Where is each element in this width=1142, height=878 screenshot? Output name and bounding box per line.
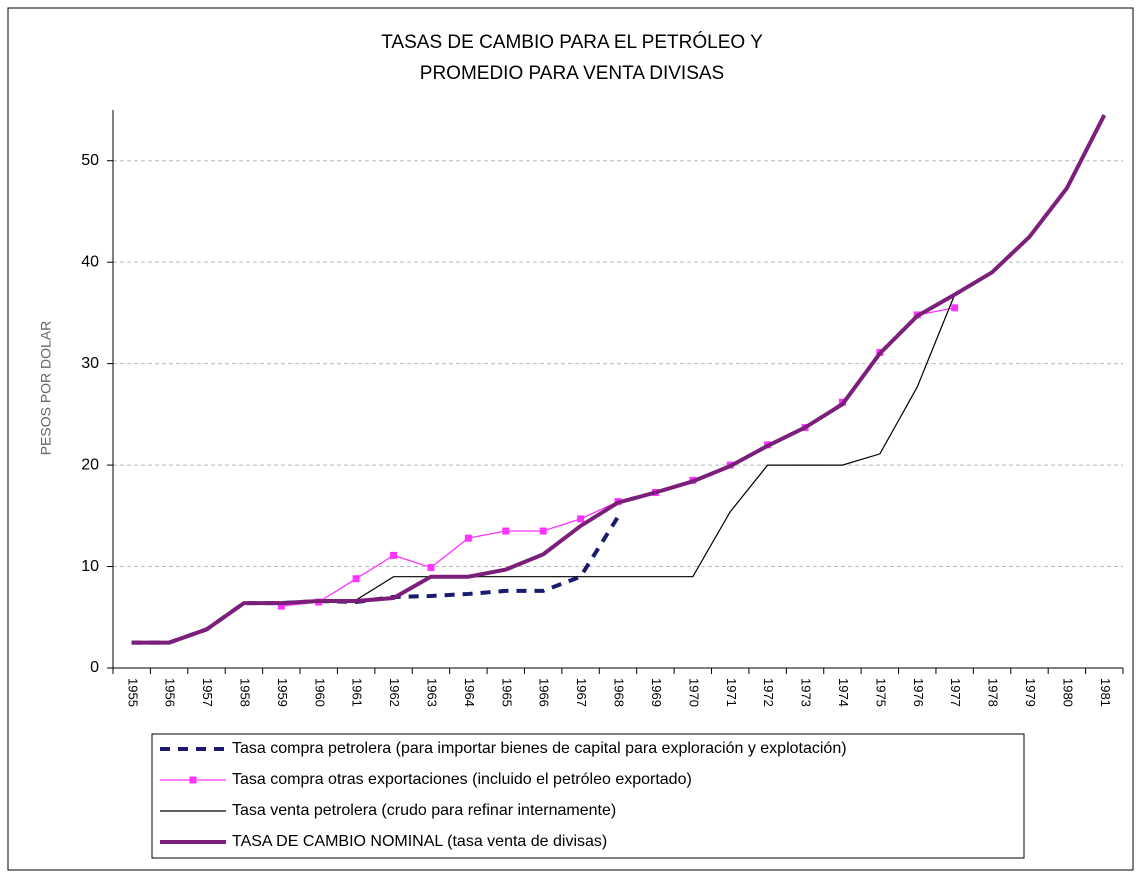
y-tick-label: 0 xyxy=(90,659,99,676)
x-tick-label: 1955 xyxy=(125,678,140,707)
x-tick-label: 1957 xyxy=(200,678,215,707)
x-tick-label: 1973 xyxy=(799,678,814,707)
y-tick-label: 40 xyxy=(81,253,99,270)
series-line xyxy=(131,114,1107,645)
x-tick-label: 1959 xyxy=(275,678,290,707)
y-tick-label: 30 xyxy=(81,355,99,372)
x-tick-label: 1960 xyxy=(312,678,327,707)
point-marker xyxy=(577,515,585,523)
legend xyxy=(151,733,1025,859)
point-marker xyxy=(502,527,510,535)
point-marker xyxy=(352,575,360,583)
chart-title: TASAS DE CAMBIO PARA EL PETRÓLEO Y xyxy=(381,31,763,53)
chart-title: PROMEDIO PARA VENTA DIVISAS xyxy=(420,63,724,84)
y-tick-label: 10 xyxy=(81,558,99,575)
point-marker xyxy=(951,304,959,312)
x-tick-label: 1962 xyxy=(387,678,402,707)
x-tick-label: 1974 xyxy=(836,678,851,707)
x-tick-label: 1963 xyxy=(425,678,440,707)
x-tick-label: 1980 xyxy=(1060,678,1075,707)
point-marker xyxy=(539,527,547,535)
x-tick-label: 1965 xyxy=(499,678,514,707)
y-axis-label: PESOS POR DOLAR xyxy=(38,321,54,456)
x-tick-label: 1967 xyxy=(574,678,589,707)
x-tick-label: 1966 xyxy=(537,678,552,707)
y-tick-label: 50 xyxy=(81,152,99,169)
x-tick-label: 1968 xyxy=(612,678,627,707)
x-tick-label: 1958 xyxy=(237,678,252,707)
point-marker xyxy=(390,551,398,559)
x-tick-label: 1970 xyxy=(686,678,701,707)
x-tick-label: 1964 xyxy=(462,678,477,707)
y-tick-label: 20 xyxy=(81,456,99,473)
x-tick-label: 1976 xyxy=(911,678,926,707)
x-tick-label: 1977 xyxy=(948,678,963,707)
x-tick-label: 1969 xyxy=(649,678,664,707)
x-tick-label: 1975 xyxy=(873,678,888,707)
legend-marker xyxy=(189,776,197,784)
x-tick-label: 1981 xyxy=(1098,678,1113,707)
x-tick-label: 1978 xyxy=(986,678,1001,707)
x-tick-label: 1961 xyxy=(350,678,365,707)
x-tick-label: 1979 xyxy=(1023,678,1038,707)
point-marker xyxy=(427,564,435,572)
x-tick-label: 1971 xyxy=(724,678,739,707)
point-marker xyxy=(277,602,285,610)
legend-label: Tasa compra otras exportaciones (incluid… xyxy=(232,771,692,788)
legend-label: Tasa venta petrolera (crudo para refinar… xyxy=(232,802,616,819)
x-tick-label: 1972 xyxy=(761,678,776,707)
legend-label: TASA DE CAMBIO NOMINAL (tasa venta de di… xyxy=(232,833,607,850)
legend-label: Tasa compra petrolera (para importar bie… xyxy=(232,740,847,757)
point-marker xyxy=(464,534,472,542)
chart-frame xyxy=(7,7,1134,871)
x-tick-label: 1956 xyxy=(163,678,178,707)
